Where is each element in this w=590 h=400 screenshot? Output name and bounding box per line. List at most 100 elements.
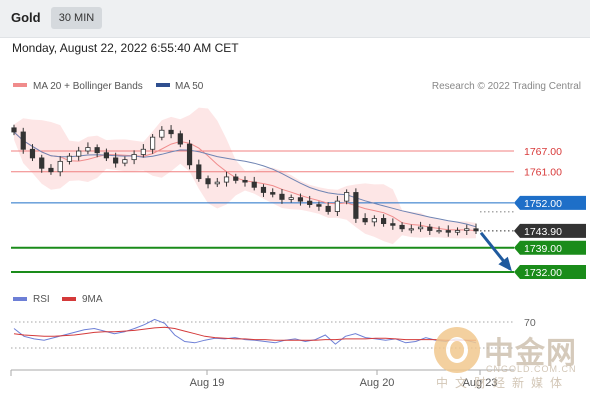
candle-body <box>279 193 285 200</box>
candle <box>57 156 63 177</box>
candle <box>279 189 285 204</box>
x-axis-label: Aug 20 <box>360 377 395 389</box>
header-bar: Gold 30 MIN <box>0 0 590 38</box>
candle <box>76 146 82 161</box>
candle <box>417 221 424 232</box>
candle <box>307 195 313 208</box>
bollinger-fill <box>14 107 476 245</box>
rsi-ma-line <box>13 326 476 341</box>
candle-body <box>297 197 304 202</box>
candle-body <box>260 186 267 193</box>
candle-body <box>94 147 100 154</box>
level-tag-label: 1761.00 <box>524 167 562 179</box>
candle <box>325 202 331 215</box>
candle-body <box>454 230 461 233</box>
candle <box>205 175 211 189</box>
candle-body <box>390 223 396 226</box>
candle <box>390 218 396 230</box>
candle <box>353 188 359 223</box>
rsi-ma-legend-label: 9MA <box>82 294 103 305</box>
candle <box>29 144 36 162</box>
candle <box>344 189 350 205</box>
level-tag-box <box>514 240 586 255</box>
candle-body <box>362 218 368 223</box>
candle <box>316 201 322 211</box>
level-tag-label: 1743.90 <box>524 226 562 238</box>
rsi-legend-swatch <box>13 297 27 301</box>
candle-body <box>186 143 193 166</box>
credit-text: Research © 2022 Trading Central <box>432 81 581 92</box>
candle-body <box>334 200 341 212</box>
candle-body <box>76 150 82 157</box>
candle-body <box>464 228 470 231</box>
level-tags: 1767.00 1761.00 1752.00 1743.90 1739.00 1732.… <box>514 146 586 279</box>
candle-body <box>288 197 294 200</box>
candle <box>214 177 220 187</box>
candle <box>168 125 174 139</box>
candle <box>233 173 239 184</box>
candle-body <box>399 224 405 230</box>
candle-body <box>417 226 424 230</box>
ma20-legend-label: MA 20 + Bollinger Bands <box>33 81 143 92</box>
candle <box>177 130 183 148</box>
level-tag-label: 1732.00 <box>524 267 562 279</box>
level-tag: 1761.00 <box>524 167 562 179</box>
level-tag-box <box>514 265 586 279</box>
rsi-ma-legend-swatch <box>62 297 76 301</box>
timestamp: Monday, August 22, 2022 6:55:40 AM CET <box>12 41 239 55</box>
candle <box>113 152 119 168</box>
candle <box>140 144 146 158</box>
candle <box>288 194 294 203</box>
candle-body <box>11 127 17 133</box>
candle-body <box>196 164 202 180</box>
candle-body <box>131 154 137 161</box>
candle <box>122 156 128 167</box>
candle-body <box>140 148 146 155</box>
candle-body <box>473 228 479 232</box>
timeframe-badge[interactable]: 30 MIN <box>51 7 102 29</box>
candle <box>20 127 26 154</box>
candle <box>362 213 368 225</box>
watermark-logo-text: 中金网 <box>484 336 577 371</box>
candle <box>39 154 45 173</box>
ma50-legend-label: MA 50 <box>175 81 204 92</box>
level-tag-box <box>514 223 586 238</box>
candle <box>408 224 414 234</box>
candle <box>454 227 461 236</box>
candle <box>334 195 341 216</box>
candle <box>270 188 276 198</box>
candle-body <box>223 176 230 183</box>
rsi-line <box>13 318 477 345</box>
candle-body <box>39 157 45 169</box>
candle <box>11 124 17 136</box>
candle-body <box>57 160 63 173</box>
level-tag-label: 1752.00 <box>524 198 562 210</box>
candle-body <box>427 226 433 231</box>
level-tag: 1767.00 <box>524 146 562 158</box>
legend: MA 20 + Bollinger Bands MA 50 Research ©… <box>13 81 581 305</box>
level-tag-box <box>514 195 586 210</box>
candle <box>149 134 156 154</box>
candle-body <box>29 148 36 159</box>
forecast-arrow <box>479 231 512 272</box>
ma20-legend-swatch <box>13 83 27 87</box>
candle <box>445 225 451 237</box>
candle <box>399 222 405 232</box>
rsi-legend-label: RSI <box>33 294 50 305</box>
rsi-70-label: 70 <box>524 317 536 329</box>
candle-body <box>214 181 220 185</box>
bollinger-band <box>14 107 476 245</box>
watermark-logo-subtext: CNGOLD.COM.CN <box>486 364 577 374</box>
candle-body <box>445 230 451 233</box>
candle <box>380 214 387 227</box>
candle-body <box>380 218 387 225</box>
candle-body <box>408 228 414 231</box>
candle <box>66 153 73 165</box>
candle <box>473 223 479 234</box>
x-axis: Aug 19 Aug 20 Aug 23 <box>10 369 514 389</box>
level-tag: 1732.00 <box>514 265 586 279</box>
candle-body <box>325 205 331 212</box>
x-axis-label: Aug 19 <box>190 377 225 389</box>
